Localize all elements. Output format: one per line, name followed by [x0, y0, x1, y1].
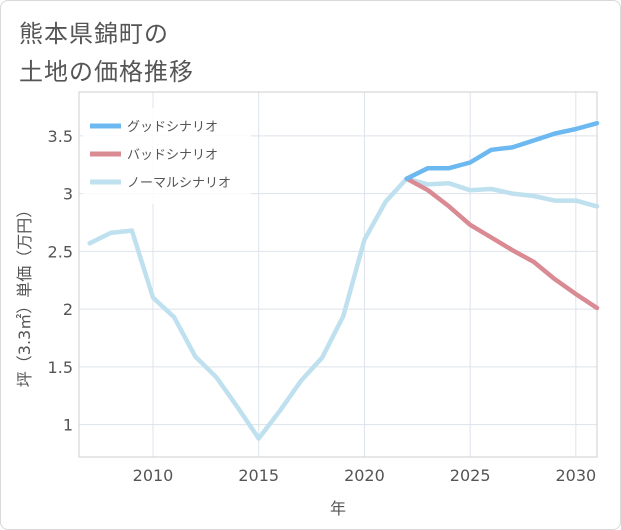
- y-tick-label: 2.5: [48, 242, 73, 261]
- x-axis-title: 年: [330, 499, 346, 518]
- y-tick-label: 1: [63, 416, 73, 435]
- axis-ticks: 2010 2015 2020 2025 2030 1 1.5 2 2.5 3 3.5: [48, 127, 597, 485]
- legend-label-0: グッドシナリオ: [127, 120, 218, 135]
- y-tick-label: 3.5: [48, 127, 73, 146]
- y-tick-label: 1.5: [48, 358, 73, 377]
- series-line-2: [87, 176, 600, 441]
- legend-label-1: バッドシナリオ: [127, 148, 218, 163]
- y-tick-label: 3: [63, 185, 73, 204]
- series-lines: [87, 120, 600, 441]
- series-line-1: [404, 176, 600, 311]
- chart-title: 熊本県錦町の 土地の価格推移: [19, 20, 194, 86]
- x-tick-label: 2030: [555, 466, 596, 485]
- legend-label-2: ノーマルシナリオ: [127, 176, 231, 191]
- y-axis-title: 坪（3.3㎡）単価（万円）: [15, 202, 34, 387]
- x-tick-label: 2025: [450, 466, 491, 485]
- x-tick-label: 2020: [344, 466, 385, 485]
- x-tick-label: 2015: [238, 466, 279, 485]
- series-line-0: [404, 120, 600, 181]
- plot-frame: [78, 91, 598, 458]
- x-tick-label: 2010: [133, 466, 174, 485]
- y-tick-label: 2: [63, 300, 73, 319]
